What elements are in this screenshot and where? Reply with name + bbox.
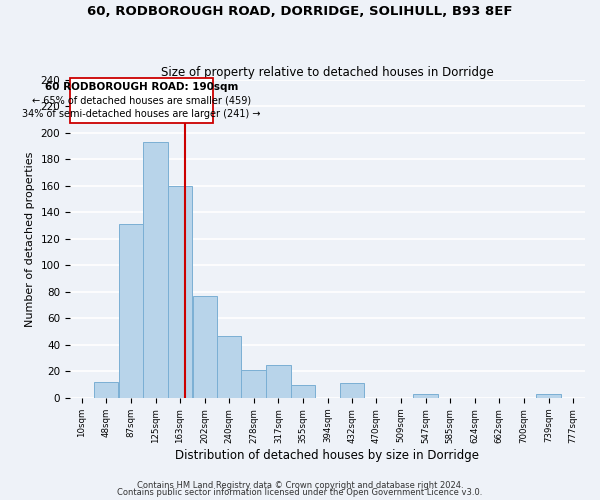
Bar bbox=[266, 365, 290, 398]
Text: Contains HM Land Registry data © Crown copyright and database right 2024.: Contains HM Land Registry data © Crown c… bbox=[137, 480, 463, 490]
Text: Contains public sector information licensed under the Open Government Licence v3: Contains public sector information licen… bbox=[118, 488, 482, 497]
Text: 60 RODBOROUGH ROAD: 190sqm: 60 RODBOROUGH ROAD: 190sqm bbox=[44, 82, 238, 92]
Bar bbox=[193, 296, 217, 398]
Text: ← 65% of detached houses are smaller (459): ← 65% of detached houses are smaller (45… bbox=[32, 96, 251, 106]
X-axis label: Distribution of detached houses by size in Dorridge: Distribution of detached houses by size … bbox=[175, 450, 479, 462]
FancyBboxPatch shape bbox=[70, 78, 212, 124]
Bar bbox=[241, 370, 266, 398]
Bar bbox=[217, 336, 241, 398]
Bar bbox=[168, 186, 192, 398]
Text: 60, RODBOROUGH ROAD, DORRIDGE, SOLIHULL, B93 8EF: 60, RODBOROUGH ROAD, DORRIDGE, SOLIHULL,… bbox=[87, 5, 513, 18]
Bar bbox=[413, 394, 438, 398]
Y-axis label: Number of detached properties: Number of detached properties bbox=[25, 151, 35, 326]
Title: Size of property relative to detached houses in Dorridge: Size of property relative to detached ho… bbox=[161, 66, 494, 78]
Bar bbox=[119, 224, 143, 398]
Bar bbox=[340, 384, 364, 398]
Bar bbox=[143, 142, 168, 398]
Bar bbox=[290, 384, 315, 398]
Bar bbox=[94, 382, 118, 398]
Text: 34% of semi-detached houses are larger (241) →: 34% of semi-detached houses are larger (… bbox=[22, 109, 260, 119]
Bar bbox=[536, 394, 560, 398]
